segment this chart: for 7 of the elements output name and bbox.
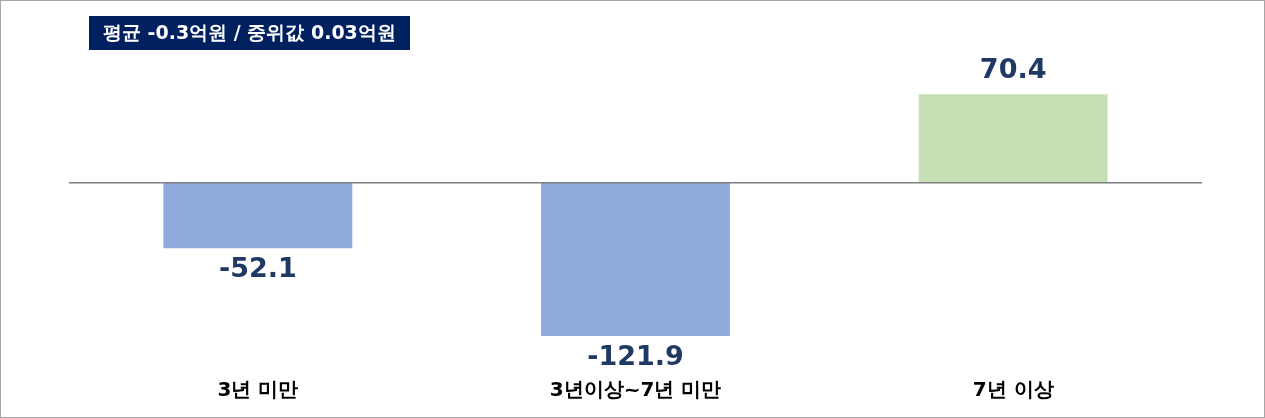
data-label: 70.4: [979, 52, 1047, 84]
data-label: -52.1: [218, 251, 297, 283]
text: 평균 -0.3억원 / 중위값 0.03억원: [89, 16, 410, 50]
x-tick-label: 3년이상~7년 미만: [549, 377, 722, 402]
data-label: -121.9: [587, 339, 684, 371]
x-tick-label: 7년 이상: [972, 377, 1054, 402]
x-tick-label: 3년 미만: [217, 377, 299, 402]
